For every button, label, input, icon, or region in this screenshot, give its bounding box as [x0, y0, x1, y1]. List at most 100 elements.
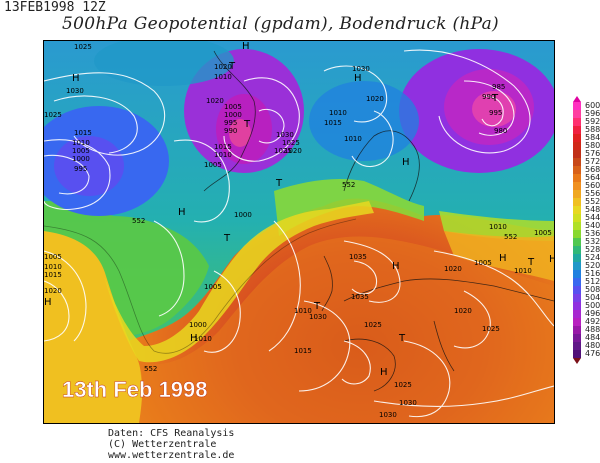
isobar-line — [258, 108, 285, 144]
scale-swatch — [573, 318, 581, 326]
isobar-label: 1035 — [349, 253, 367, 261]
credits-copyright: (C) Wetterzentrale — [108, 439, 217, 450]
scale-swatch — [573, 126, 581, 134]
field-magenta-core — [229, 119, 251, 147]
high-pressure-mark: H — [402, 157, 410, 168]
isobar-line — [343, 240, 401, 303]
isobar-label: 1015 — [44, 271, 62, 279]
scale-tick-label: 548 — [585, 205, 600, 214]
isobar-label: 1010 — [329, 109, 347, 117]
scale-swatch — [573, 150, 581, 158]
credits-website: www.wetterzentrale.de — [108, 450, 235, 461]
isobar-label: 1020 — [284, 147, 302, 155]
isobar-line — [44, 72, 166, 156]
isobar-label: 1015 — [74, 129, 92, 137]
scale-tick-label: 588 — [585, 125, 600, 134]
low-pressure-mark: T — [491, 93, 499, 104]
isobar-label: 1015 — [294, 347, 312, 355]
scale-swatch — [573, 334, 581, 342]
scale-tick-label: 592 — [585, 117, 600, 126]
scale-swatch — [573, 214, 581, 222]
isobar-label: 995 — [224, 119, 237, 127]
isobar-label: 1030 — [276, 131, 294, 139]
scale-swatch — [573, 118, 581, 126]
low-pressure-mark: T — [313, 301, 321, 312]
field-yellow-tongue — [104, 201, 374, 363]
isobar-label: 1020 — [454, 307, 472, 315]
scale-tick-label: 480 — [585, 341, 600, 350]
scale-tick-label: 488 — [585, 325, 600, 334]
isobar-label: 1010 — [44, 263, 62, 271]
high-pressure-mark: H — [380, 367, 388, 378]
isobar-label: 995 — [74, 165, 87, 173]
coastlines — [203, 50, 554, 392]
weather-map: 1025 1030 1025 1015 1010 1005 1000 995 1020 1010 1… — [43, 40, 555, 424]
scale-tick-label: 476 — [585, 349, 600, 358]
isobar-label: 1010 — [214, 151, 232, 159]
uk-coast — [321, 255, 333, 312]
scale-swatch — [573, 206, 581, 214]
scale-tick-label: 568 — [585, 165, 600, 174]
isobar-label: 1000 — [234, 211, 252, 219]
low-pressure-mark: T — [243, 119, 251, 130]
scale-swatch — [573, 134, 581, 142]
scale-swatch — [573, 142, 581, 150]
scale-tick-label: 576 — [585, 149, 600, 158]
isobar-label: 1010 — [72, 139, 90, 147]
isobar-label: 1005 — [204, 161, 222, 169]
scale-swatch — [573, 254, 581, 262]
isobar-label: 990 — [224, 127, 237, 135]
scale-swatch — [573, 198, 581, 206]
isobar-label: 990 — [482, 93, 495, 101]
scale-tick-label: 508 — [585, 285, 600, 294]
scale-swatch — [573, 110, 581, 118]
credits-source: Daten: CFS Reanalysis — [108, 428, 235, 439]
geopotential-label: 552 — [504, 233, 517, 241]
scale-bar — [573, 102, 581, 358]
geopotential-label: 552 — [144, 365, 157, 373]
scandinavia-coast — [343, 130, 420, 202]
isobar-line — [223, 77, 300, 162]
high-pressure-mark: H — [499, 253, 507, 264]
scale-tick-label: 536 — [585, 229, 600, 238]
low-pressure-mark: T — [228, 61, 236, 72]
isobar-line — [53, 95, 138, 154]
isobar-line — [44, 154, 90, 195]
scale-swatch — [573, 278, 581, 286]
isobar-label: 1010 — [489, 223, 507, 231]
scale-tick-label: 516 — [585, 269, 600, 278]
isobar-label: 1000 — [224, 111, 242, 119]
low-pressure-mark: T — [398, 333, 406, 344]
field-pink-east-core — [472, 91, 516, 127]
credits: Daten: CFS Reanalysis (C) Wetterzentrale… — [108, 428, 234, 461]
isobar-label: 1030 — [399, 399, 417, 407]
scale-tick-label: 580 — [585, 141, 600, 150]
isobar-label: 1005 — [72, 147, 90, 155]
scale-swatch — [573, 174, 581, 182]
geopotential-label: 552 — [132, 217, 145, 225]
isobar-line — [403, 49, 531, 154]
isobar-label: 1020 — [366, 95, 384, 103]
scale-swatch — [573, 294, 581, 302]
scale-tick-label: 544 — [585, 213, 600, 222]
isobar-label: 1025 — [74, 43, 92, 51]
scale-swatch — [573, 262, 581, 270]
isobar-label: 1005 — [474, 259, 492, 267]
scale-swatch — [573, 350, 581, 358]
isobar-label: 1030 — [379, 411, 397, 419]
isobar-label: 1025 — [274, 147, 292, 155]
field-green-north — [274, 179, 424, 236]
isobar-label: 1020 — [44, 287, 62, 295]
scale-tick-label: 512 — [585, 277, 600, 286]
scale-swatch — [573, 342, 581, 350]
scale-swatch — [573, 286, 581, 294]
isobar-line — [351, 110, 394, 168]
isobar-line — [351, 260, 378, 295]
field-yellow-east — [444, 231, 554, 281]
geopotential-label: 552 — [342, 181, 355, 189]
scale-tick-label: 504 — [585, 293, 600, 302]
high-pressure-mark: H — [190, 333, 198, 344]
isobar-line — [44, 139, 111, 210]
isobar-label: 995 — [489, 109, 502, 117]
isobar-label: 1005 — [224, 103, 242, 111]
